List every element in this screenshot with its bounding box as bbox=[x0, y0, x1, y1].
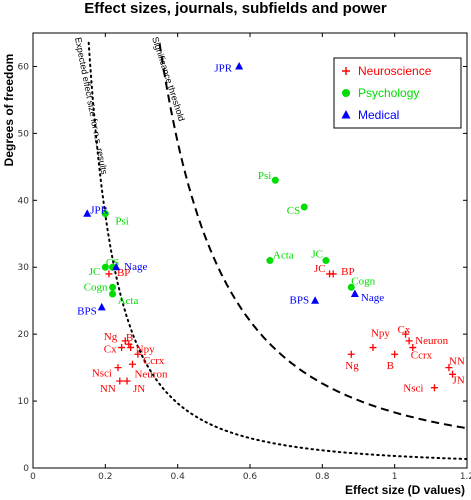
neuroscience-point bbox=[128, 360, 136, 368]
chart-title: Effect sizes, journals, subfields and po… bbox=[84, 0, 387, 17]
y-tick-label: 50 bbox=[18, 129, 30, 139]
point-label: Ng bbox=[104, 331, 118, 343]
legend-box bbox=[333, 57, 462, 129]
significance-threshold-label: Significance threshold bbox=[150, 36, 187, 123]
neuroscience-point bbox=[405, 337, 413, 345]
neuroscience-point bbox=[391, 350, 399, 358]
legend-marker-medical bbox=[341, 110, 351, 119]
neuroscience-point bbox=[123, 377, 131, 385]
psychology-point bbox=[266, 257, 274, 265]
neuroscience-point bbox=[347, 350, 355, 358]
psychology-point bbox=[101, 263, 109, 271]
point-label: JC bbox=[89, 266, 101, 278]
psychology-point bbox=[347, 283, 355, 291]
point-label: BP bbox=[117, 267, 130, 279]
medical-point bbox=[235, 61, 244, 70]
psychology-point bbox=[109, 283, 117, 291]
medical-point bbox=[97, 302, 106, 311]
neuroscience-point bbox=[445, 364, 453, 372]
point-label: Ng bbox=[345, 360, 359, 372]
psychology-point bbox=[271, 176, 279, 184]
y-tick-label: 20 bbox=[18, 330, 30, 340]
expected-effect-label: Expected effect size for n.s. results bbox=[73, 36, 110, 175]
x-tick-label: 1 bbox=[392, 472, 398, 482]
psychology-point bbox=[109, 290, 117, 298]
point-label: BPS bbox=[290, 295, 310, 307]
x-tick-label: 0.8 bbox=[315, 472, 330, 482]
neuroscience-point bbox=[329, 270, 337, 278]
neuroscience-point bbox=[402, 330, 410, 338]
legend-label: Medical bbox=[358, 108, 399, 122]
psychology-point bbox=[322, 257, 330, 265]
point-label: Nage bbox=[124, 261, 147, 273]
legend-label: Psychology bbox=[358, 86, 419, 100]
point-label: Ccrx bbox=[143, 355, 165, 367]
neuroscience-point bbox=[127, 344, 135, 352]
x-tick-label: 0 bbox=[30, 472, 36, 482]
medical-point bbox=[83, 209, 92, 217]
point-label: BPS bbox=[77, 305, 97, 317]
psychology-point bbox=[101, 210, 109, 218]
point-label: Cogn bbox=[84, 281, 108, 293]
x-tick-label: 0.6 bbox=[243, 472, 258, 482]
legend-label: Neuroscience bbox=[358, 64, 432, 78]
point-label: JN bbox=[453, 374, 465, 386]
point-label: Nage bbox=[361, 292, 384, 304]
neuroscience-point bbox=[114, 364, 122, 372]
point-label: JPR bbox=[214, 62, 232, 74]
medical-point bbox=[311, 296, 320, 304]
point-label: Ccrx bbox=[411, 350, 433, 362]
significance-threshold-curve bbox=[158, 43, 467, 430]
point-label: Neuron bbox=[415, 335, 448, 347]
y-tick-label: 30 bbox=[18, 263, 30, 273]
x-tick-label: 1.2 bbox=[460, 472, 471, 482]
point-label: B bbox=[126, 332, 133, 344]
point-label: JC bbox=[311, 249, 323, 261]
point-label: Npy bbox=[371, 328, 390, 340]
neuroscience-point bbox=[409, 344, 417, 352]
x-tick-label: 0.2 bbox=[98, 472, 112, 482]
point-label: NN bbox=[449, 356, 465, 368]
neuroscience-point bbox=[116, 377, 124, 385]
medical-point bbox=[112, 262, 121, 271]
x-tick-label: 0.4 bbox=[171, 472, 186, 482]
point-label: JC bbox=[314, 263, 326, 275]
medical-point bbox=[350, 289, 359, 297]
point-label: Nsci bbox=[92, 368, 112, 380]
point-label: JPR bbox=[90, 205, 108, 217]
neuroscience-point bbox=[430, 384, 438, 392]
point-label: Psi bbox=[115, 216, 128, 228]
y-tick-label: 0 bbox=[23, 464, 29, 474]
neuroscience-point bbox=[369, 344, 377, 352]
point-label: Npy bbox=[136, 344, 155, 356]
psychology-point bbox=[300, 203, 308, 211]
point-label: NN bbox=[100, 383, 116, 395]
neuroscience-point bbox=[134, 350, 142, 358]
y-tick-label: 60 bbox=[18, 62, 30, 72]
legend-marker-psychology bbox=[342, 89, 350, 97]
neuroscience-point bbox=[121, 337, 129, 345]
point-label: Neuron bbox=[134, 368, 167, 380]
point-label: Cogn bbox=[351, 275, 375, 287]
y-tick-label: 10 bbox=[18, 397, 30, 407]
point-label: B bbox=[387, 360, 394, 372]
point-label: CS bbox=[287, 205, 300, 217]
y-tick-label: 40 bbox=[18, 196, 30, 206]
y-axis-label: Degrees of freedom bbox=[2, 54, 16, 167]
legend-marker-neuroscience bbox=[342, 67, 350, 75]
neuroscience-point bbox=[118, 344, 126, 352]
neuroscience-point bbox=[449, 370, 457, 378]
neuroscience-point bbox=[105, 270, 113, 278]
point-label: Nsci bbox=[403, 383, 423, 395]
point-label: Cx bbox=[104, 344, 117, 356]
point-label: BP bbox=[341, 266, 354, 278]
point-label: Cx bbox=[398, 324, 411, 336]
point-label: Psi bbox=[258, 170, 271, 182]
point-label: Acta bbox=[273, 250, 294, 262]
point-label: Acta bbox=[118, 295, 139, 307]
x-axis-label: Effect size (D values) bbox=[345, 483, 465, 497]
point-label: JN bbox=[133, 383, 145, 395]
